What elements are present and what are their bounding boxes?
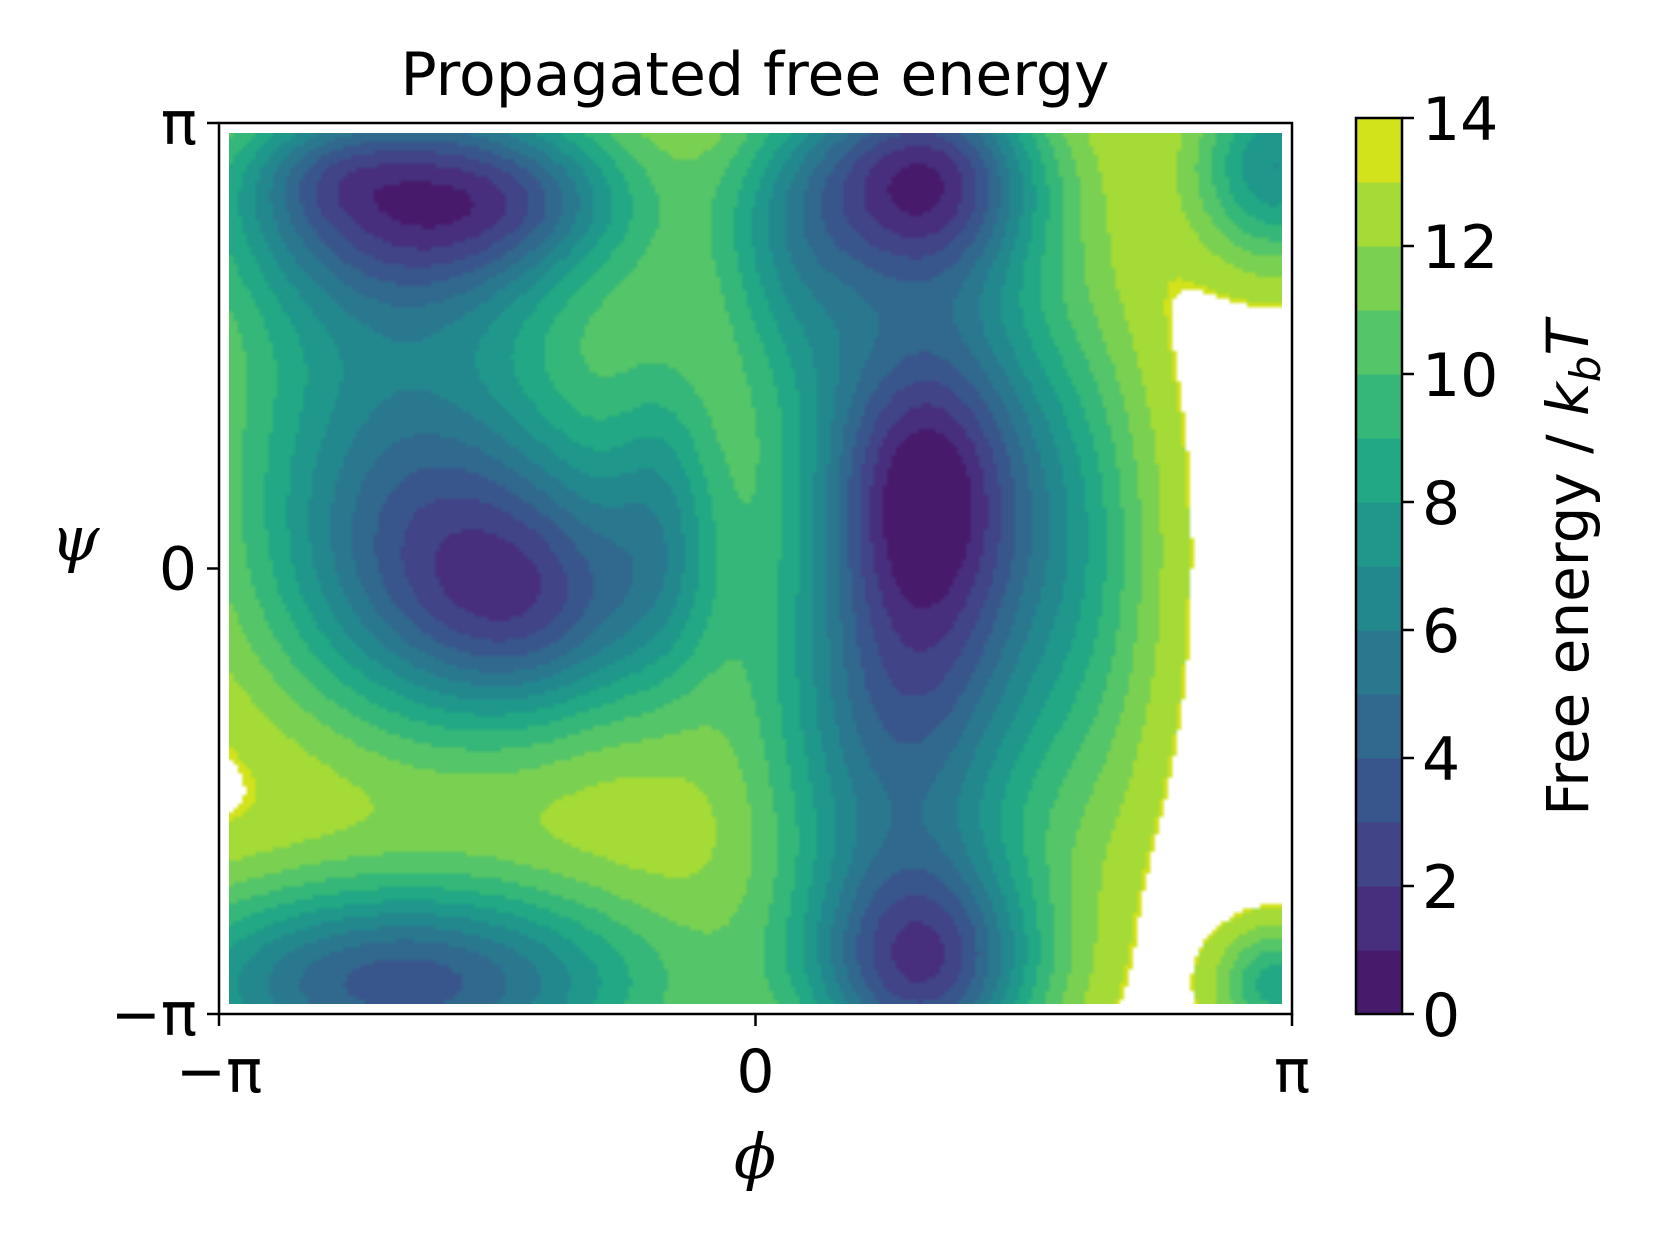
colorbar-band bbox=[1356, 630, 1402, 695]
y-axis-ticks: −π 0 π bbox=[111, 89, 219, 1050]
chart-title: Propagated free energy bbox=[401, 40, 1110, 110]
colorbar-tick-label: 8 bbox=[1422, 469, 1460, 539]
colorbar-band bbox=[1356, 118, 1402, 183]
colorbar-frame bbox=[1354, 116, 1404, 1016]
colorbar-band bbox=[1356, 694, 1402, 759]
colorbar-label-k: k bbox=[1534, 380, 1602, 416]
colorbar: 0 2 4 6 8 10 12 14 bbox=[1354, 85, 1498, 1051]
x-tick-label: π bbox=[1274, 1037, 1310, 1107]
y-axis-label: ψ bbox=[51, 502, 101, 575]
x-tick-label: −π bbox=[176, 1037, 262, 1107]
colorbar-tick-label: 6 bbox=[1422, 597, 1460, 667]
colorbar-label-T: T bbox=[1534, 316, 1602, 356]
colorbar-tick-label: 10 bbox=[1422, 341, 1498, 411]
colorbar-tick-label: 4 bbox=[1422, 725, 1460, 795]
colorbar-band bbox=[1356, 822, 1402, 887]
x-axis-ticks: −π 0 π bbox=[176, 1014, 1310, 1107]
colorbar-band bbox=[1356, 310, 1402, 375]
colorbar-tick-label: 0 bbox=[1422, 981, 1460, 1051]
y-tick-label: π bbox=[161, 89, 197, 159]
contour-fill bbox=[229, 133, 1282, 1004]
colorbar-band bbox=[1356, 950, 1402, 1015]
colorbar-band bbox=[1356, 566, 1402, 631]
colorbar-band bbox=[1356, 374, 1402, 439]
colorbar-tick-label: 12 bbox=[1422, 213, 1498, 283]
x-axis-label: ϕ bbox=[734, 1120, 776, 1193]
colorbar-band bbox=[1356, 246, 1402, 311]
colorbar-band bbox=[1356, 886, 1402, 951]
y-tick-label: −π bbox=[111, 980, 197, 1050]
free-energy-contours bbox=[229, 133, 1282, 1004]
x-tick-label: 0 bbox=[736, 1037, 774, 1107]
colorbar-tick-label: 2 bbox=[1422, 853, 1460, 923]
colorbar-label-sub: b bbox=[1561, 356, 1610, 383]
colorbar-label: Free energy / kbT bbox=[1534, 316, 1610, 816]
colorbar-tick-label: 14 bbox=[1422, 85, 1498, 155]
colorbar-band bbox=[1356, 182, 1402, 247]
colorbar-band bbox=[1356, 502, 1402, 567]
colorbar-label-main: Free energy / bbox=[1534, 416, 1602, 816]
contour-plot-area bbox=[217, 121, 1294, 1016]
y-tick-label: 0 bbox=[159, 535, 197, 605]
colorbar-band bbox=[1356, 758, 1402, 823]
colorbar-band bbox=[1356, 438, 1402, 503]
